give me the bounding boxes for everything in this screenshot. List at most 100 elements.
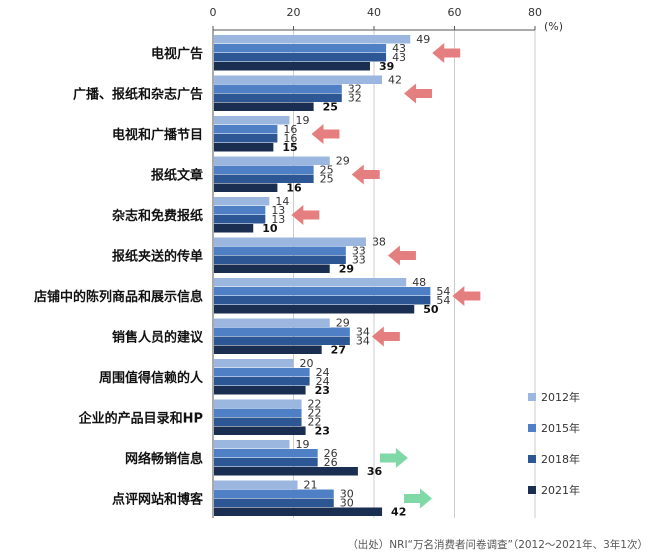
category-label: 点评网站和博客 xyxy=(112,492,204,508)
category-label: 销售人员的建议 xyxy=(112,330,204,346)
data-label: 36 xyxy=(367,465,383,478)
data-label: 25 xyxy=(320,173,334,186)
bar xyxy=(214,224,254,233)
x-tick-label: 20 xyxy=(287,6,301,19)
bar xyxy=(214,467,358,476)
category-label: 电视和广播节目 xyxy=(112,127,203,143)
decrease-arrow-icon xyxy=(404,83,433,104)
data-label: 29 xyxy=(339,263,354,276)
bar xyxy=(214,296,431,305)
data-label: 42 xyxy=(388,74,402,87)
decrease-arrow-icon xyxy=(291,205,320,225)
legend-swatch xyxy=(528,486,536,494)
data-label: 21 xyxy=(304,479,318,492)
bar xyxy=(214,246,346,255)
data-label: 26 xyxy=(324,456,338,469)
data-label: 50 xyxy=(423,303,439,316)
bar xyxy=(214,134,278,143)
category-label: 报纸夹送的传单 xyxy=(112,249,203,265)
bar xyxy=(214,489,334,498)
bar xyxy=(214,62,370,71)
data-label: 19 xyxy=(295,114,309,127)
data-label: 25 xyxy=(323,101,338,114)
data-label: 43 xyxy=(392,51,406,64)
legend-swatch xyxy=(528,455,536,463)
bar xyxy=(214,206,266,215)
bar xyxy=(214,480,298,489)
bar xyxy=(214,417,302,426)
data-label: 29 xyxy=(336,155,350,168)
data-label: 13 xyxy=(271,213,285,226)
x-tick-label: 0 xyxy=(210,6,217,19)
bar xyxy=(214,318,330,327)
x-tick-label: 60 xyxy=(448,6,462,19)
bar xyxy=(214,197,270,206)
data-label: 14 xyxy=(275,195,289,208)
data-label: 33 xyxy=(352,254,366,267)
data-label: 30 xyxy=(340,488,354,501)
data-label: 23 xyxy=(315,384,330,397)
data-label: 24 xyxy=(316,366,330,379)
category-label: 企业的产品目录和HP xyxy=(78,411,203,427)
legend-label: 2012年 xyxy=(541,390,580,404)
bar xyxy=(214,264,330,273)
increase-arrow-icon xyxy=(404,488,433,509)
x-tick-label: 80 xyxy=(528,6,542,19)
data-label: 43 xyxy=(392,42,406,55)
category-label: 广播、报纸和杂志广告 xyxy=(73,87,203,103)
bar xyxy=(214,440,290,449)
bar xyxy=(214,449,318,458)
bar xyxy=(214,53,387,62)
increase-arrow-icon xyxy=(379,448,408,468)
source-note: （出处）NRI“万名消费者问卷调查”（2012～2021年、3年1次） xyxy=(347,538,648,551)
decrease-arrow-icon xyxy=(432,43,461,63)
data-label: 16 xyxy=(286,182,302,195)
bar xyxy=(214,336,350,345)
bar xyxy=(214,498,334,507)
data-label: 16 xyxy=(283,123,297,136)
unit-label: (%) xyxy=(544,20,563,33)
data-label: 25 xyxy=(320,164,334,177)
data-label: 23 xyxy=(315,425,330,438)
decrease-arrow-icon xyxy=(387,245,416,266)
bar xyxy=(214,345,322,354)
bar xyxy=(214,156,330,165)
bar xyxy=(214,75,383,84)
bar xyxy=(214,237,366,246)
data-label: 34 xyxy=(356,335,370,348)
data-label: 13 xyxy=(271,204,285,217)
data-label: 49 xyxy=(416,33,430,46)
decrease-arrow-icon xyxy=(351,164,380,185)
category-label: 杂志和免费报纸 xyxy=(112,208,203,224)
decrease-arrow-icon xyxy=(371,326,400,347)
bar xyxy=(214,255,346,264)
bar xyxy=(214,377,310,386)
data-label: 15 xyxy=(282,141,297,154)
bar xyxy=(214,93,342,102)
legend-swatch xyxy=(528,424,536,432)
bar xyxy=(214,102,314,111)
bar xyxy=(214,84,342,93)
bar xyxy=(214,183,278,192)
bar xyxy=(214,287,431,296)
data-label: 30 xyxy=(340,497,354,510)
category-label: 周围值得信赖的人 xyxy=(99,370,204,386)
bar xyxy=(214,426,306,435)
bar xyxy=(214,399,302,408)
category-label: 电视广告 xyxy=(151,46,203,62)
category-label: 网络畅销信息 xyxy=(125,451,203,467)
legend-label: 2018年 xyxy=(541,452,580,466)
data-label: 48 xyxy=(412,276,426,289)
bar xyxy=(214,125,278,134)
bar xyxy=(214,143,274,152)
bar xyxy=(214,368,310,377)
bar xyxy=(214,408,302,417)
data-label: 38 xyxy=(372,236,386,249)
bar xyxy=(214,327,350,336)
data-label: 24 xyxy=(316,375,330,388)
data-label: 27 xyxy=(331,344,346,357)
data-label: 20 xyxy=(300,357,314,370)
data-label: 19 xyxy=(295,438,309,451)
